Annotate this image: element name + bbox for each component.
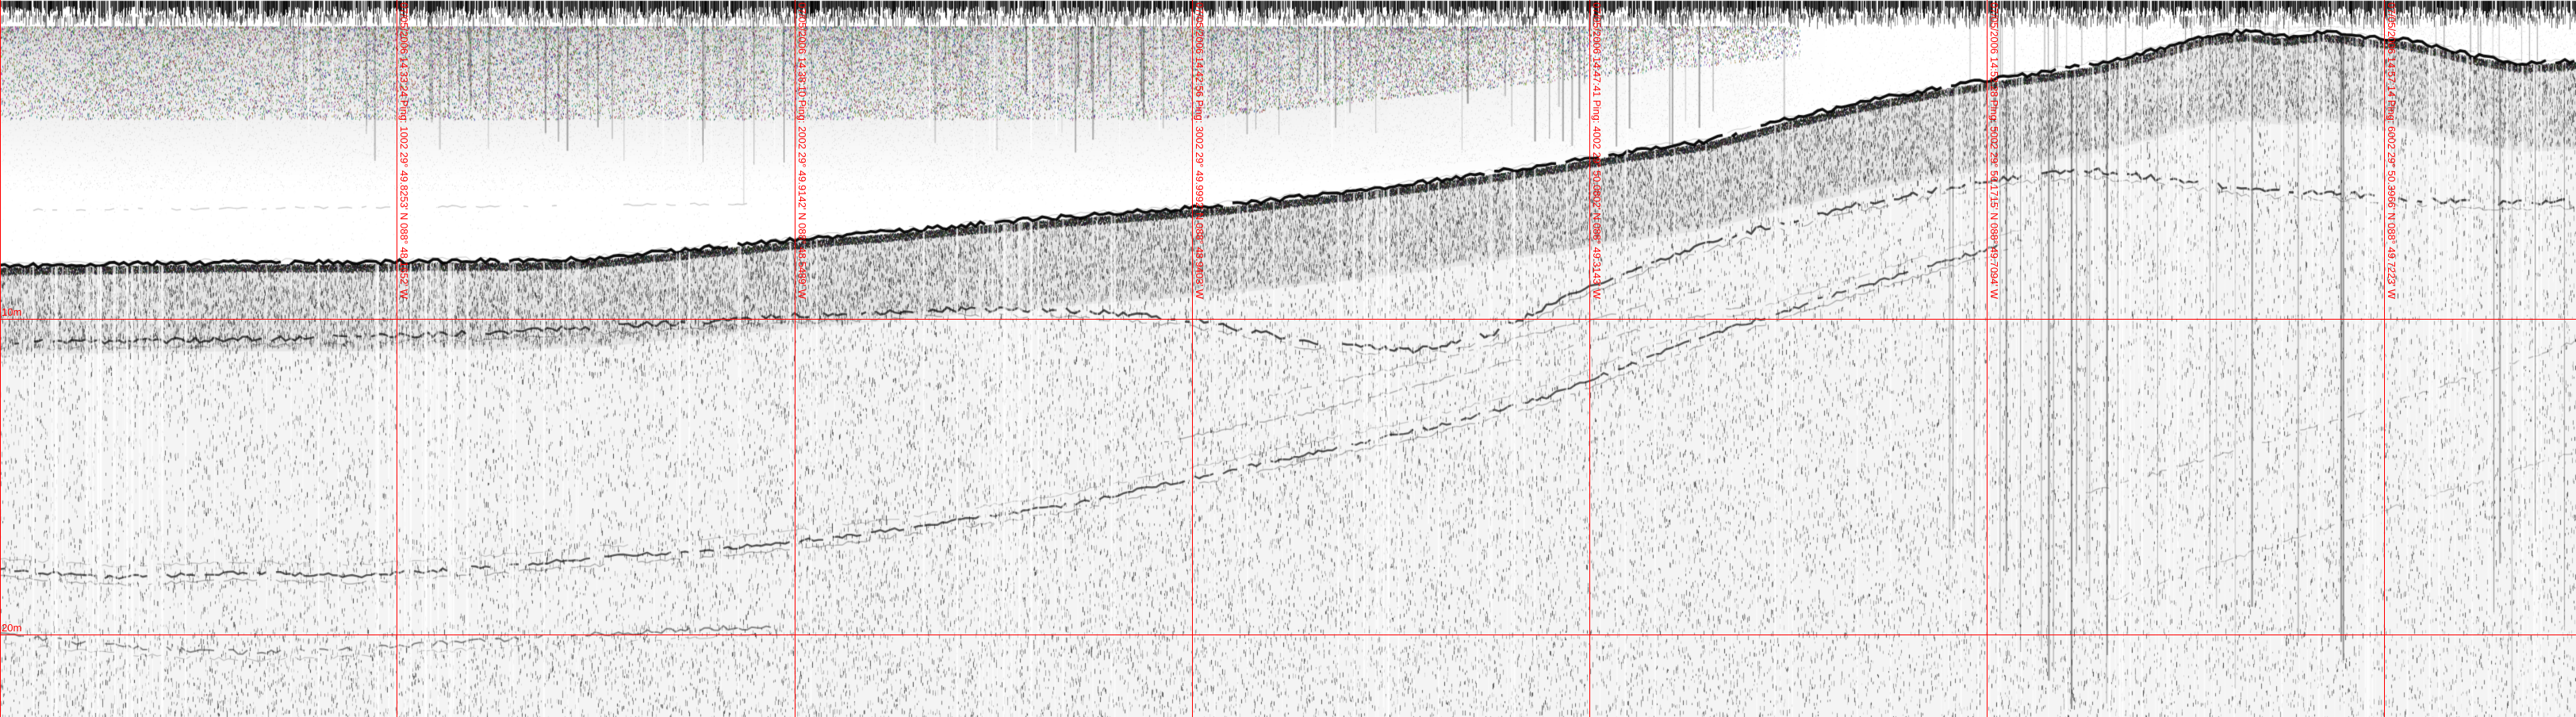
echogram-canvas — [0, 0, 2576, 717]
echogram-view[interactable]: 10m 20m 07/05/2006 14:33:24 Ping: 1002 2… — [0, 0, 2576, 717]
